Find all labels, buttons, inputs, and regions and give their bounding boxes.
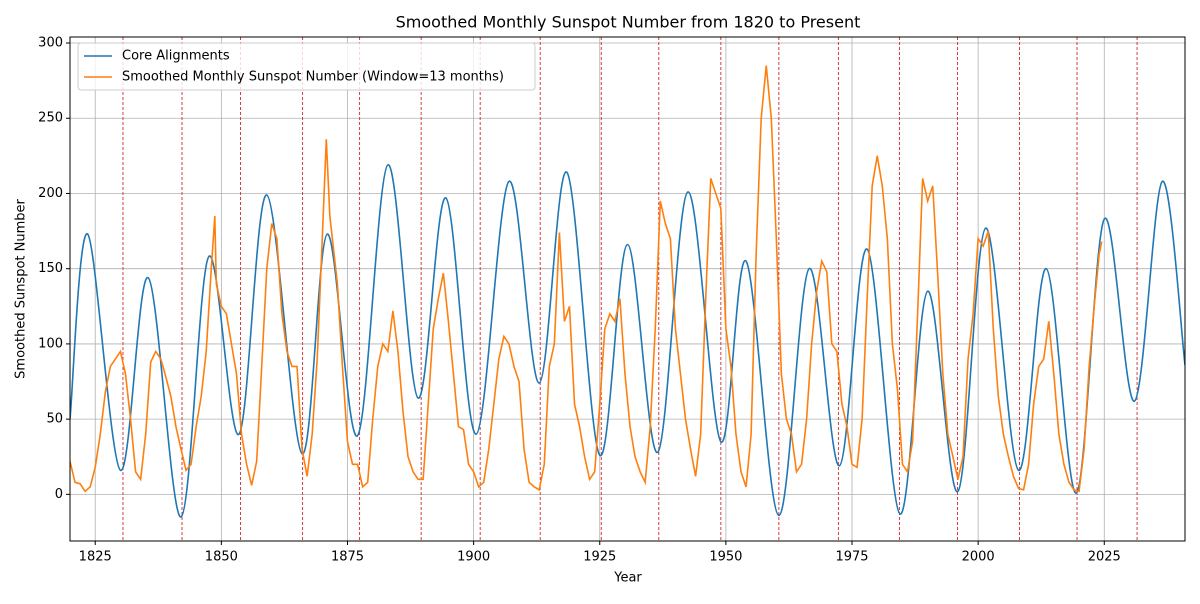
- y-tick-label: 250: [38, 111, 63, 126]
- x-tick-label: 1825: [79, 550, 112, 565]
- chart-title: Smoothed Monthly Sunspot Number from 182…: [396, 13, 861, 32]
- series-line: [70, 65, 1103, 493]
- x-tick-label: 1850: [205, 550, 238, 565]
- x-tick-label: 1875: [331, 550, 364, 565]
- legend-label: Smoothed Monthly Sunspot Number (Window=…: [122, 70, 504, 85]
- x-tick-label: 1950: [709, 550, 742, 565]
- y-axis-label: Smoothed Sunspot Number: [14, 198, 29, 378]
- x-axis-label: Year: [613, 571, 642, 586]
- x-tick-label: 1975: [835, 550, 868, 565]
- x-tick-label: 1900: [457, 550, 490, 565]
- x-tick-label: 2025: [1088, 550, 1121, 565]
- x-tick-label: 2000: [962, 550, 995, 565]
- series-line: [70, 164, 1185, 518]
- y-tick-label: 0: [55, 487, 63, 502]
- y-tick-label: 100: [38, 336, 63, 351]
- y-tick-label: 150: [38, 261, 63, 276]
- legend-label: Core Alignments: [122, 49, 230, 64]
- legend-box: [77, 42, 536, 91]
- y-tick-label: 50: [46, 412, 63, 427]
- y-tick-label: 300: [38, 36, 63, 51]
- plot-frame: [69, 36, 1186, 542]
- plot-area: [70, 37, 1185, 541]
- x-tick-label: 1925: [583, 550, 616, 565]
- y-tick-label: 200: [38, 186, 63, 201]
